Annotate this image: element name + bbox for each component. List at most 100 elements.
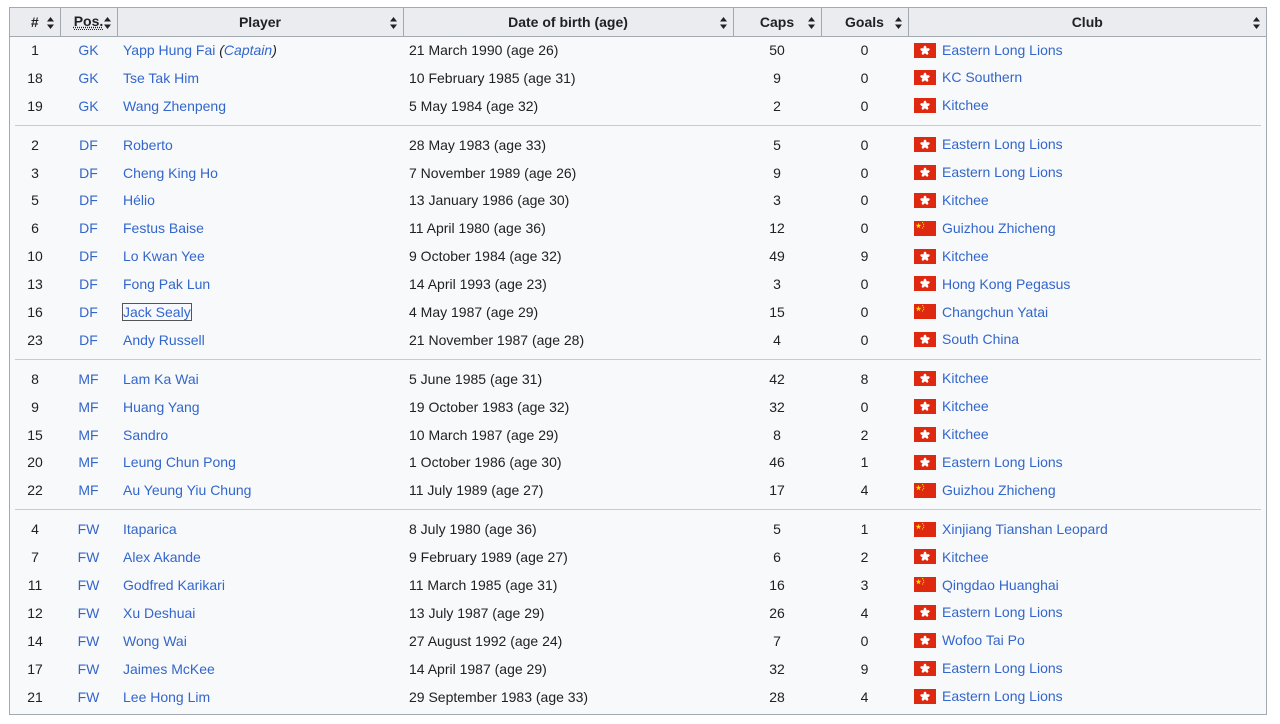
position-link[interactable]: MF [78, 370, 99, 387]
hong-kong-flag-icon[interactable] [914, 248, 936, 264]
header-position-label[interactable]: Pos. [73, 13, 104, 31]
position-link[interactable]: DF [79, 303, 98, 320]
header-goals[interactable]: Goals [821, 8, 909, 37]
club-link[interactable]: Kitchee [942, 97, 989, 114]
sort-arrows-icon[interactable] [103, 16, 111, 29]
position-link[interactable]: GK [78, 42, 99, 59]
hong-kong-flag-icon[interactable] [914, 276, 936, 292]
position-link[interactable]: FW [77, 604, 100, 621]
club-link[interactable]: Kitchee [942, 192, 989, 208]
china-flag-icon[interactable] [914, 220, 936, 236]
hong-kong-flag-icon[interactable] [914, 661, 936, 677]
position-link[interactable]: MF [78, 398, 99, 415]
sort-arrows-icon[interactable] [46, 16, 54, 29]
position-link[interactable]: DF [79, 276, 98, 293]
player-link[interactable]: Roberto [123, 136, 173, 153]
position-link[interactable]: DF [79, 136, 98, 153]
club-link[interactable]: Kitchee [942, 548, 989, 565]
sort-arrows-icon[interactable] [719, 16, 727, 29]
position-link[interactable]: GK [78, 97, 99, 114]
header-position[interactable]: Pos. [60, 8, 118, 37]
club-link[interactable]: Hong Kong Pegasus [942, 275, 1071, 292]
header-date-of-birth[interactable]: Date of birth (age) [403, 8, 734, 37]
hong-kong-flag-icon[interactable] [914, 605, 936, 621]
hong-kong-flag-icon[interactable] [914, 426, 936, 442]
club-link[interactable]: South China [942, 331, 1020, 348]
club-link[interactable]: Eastern Long Lions [942, 454, 1063, 471]
club-link[interactable]: Guizhou Zhicheng [942, 481, 1056, 498]
player-link[interactable]: Jaimes McKee [123, 660, 215, 677]
china-flag-icon[interactable] [914, 577, 936, 593]
club-link[interactable]: Changchun Yatai [942, 303, 1049, 320]
hong-kong-flag-icon[interactable] [914, 332, 936, 348]
club-link[interactable]: Kitchee [942, 398, 989, 415]
position-link[interactable]: DF [79, 164, 98, 181]
position-link[interactable]: DF [79, 192, 98, 209]
hong-kong-flag-icon[interactable] [914, 42, 936, 58]
club-link[interactable]: Eastern Long Lions [942, 604, 1063, 621]
hong-kong-flag-icon[interactable] [914, 371, 936, 387]
club-link[interactable]: Kitchee [942, 426, 989, 443]
hong-kong-flag-icon[interactable] [914, 192, 936, 208]
header-club[interactable]: Club [908, 8, 1266, 37]
hong-kong-flag-icon[interactable] [914, 549, 936, 565]
position-link[interactable]: MF [78, 482, 99, 499]
player-link[interactable]: Xu Deshuai [123, 604, 196, 621]
club-link[interactable]: Kitchee [942, 370, 989, 387]
china-flag-icon[interactable] [914, 521, 936, 537]
player-link[interactable]: Lee Hong Lim [123, 688, 211, 705]
hong-kong-flag-icon[interactable] [914, 70, 936, 86]
club-link[interactable]: KC Southern [942, 69, 1023, 86]
club-link[interactable]: Kitchee [942, 247, 989, 264]
player-link[interactable]: Jack Sealy [122, 302, 192, 321]
club-link[interactable]: Eastern Long Lions [942, 688, 1063, 705]
club-link[interactable]: Xinjiang Tianshan Leopard [942, 520, 1108, 537]
player-link[interactable]: Sandro [123, 426, 169, 443]
position-link[interactable]: FW [77, 632, 100, 649]
sort-arrows-icon[interactable] [807, 16, 815, 29]
hong-kong-flag-icon[interactable] [914, 399, 936, 415]
position-link[interactable]: DF [79, 248, 98, 265]
player-link[interactable]: Godfred Karikari [123, 576, 225, 593]
player-link[interactable]: Yapp Hung Fai [123, 42, 216, 59]
sort-arrows-icon[interactable] [389, 16, 397, 29]
hong-kong-flag-icon[interactable] [914, 137, 936, 153]
player-link[interactable]: Festus Baise [123, 220, 204, 237]
captain-link[interactable]: Captain [223, 42, 273, 59]
player-link[interactable]: Andy Russell [123, 331, 205, 348]
club-link[interactable]: Qingdao Huanghai [942, 576, 1059, 593]
position-link[interactable]: FW [77, 549, 100, 566]
hong-kong-flag-icon[interactable] [914, 98, 936, 114]
hong-kong-flag-icon[interactable] [914, 633, 936, 649]
club-link[interactable]: Eastern Long Lions [942, 136, 1063, 153]
player-link[interactable]: Hélio [123, 192, 155, 209]
china-flag-icon[interactable] [914, 482, 936, 498]
sort-arrows-icon[interactable] [894, 16, 902, 29]
position-link[interactable]: MF [78, 454, 99, 471]
hong-kong-flag-icon[interactable] [914, 454, 936, 470]
player-link[interactable]: Wong Wai [123, 632, 187, 649]
player-link[interactable]: Tse Tak Him [123, 69, 199, 86]
position-link[interactable]: FW [77, 660, 100, 677]
player-link[interactable]: Huang Yang [123, 398, 200, 415]
position-link[interactable]: FW [77, 521, 100, 538]
hong-kong-flag-icon[interactable] [914, 688, 936, 704]
club-link[interactable]: Eastern Long Lions [942, 164, 1063, 181]
hong-kong-flag-icon[interactable] [914, 164, 936, 180]
position-link[interactable]: DF [79, 220, 98, 237]
player-link[interactable]: Cheng King Ho [123, 164, 218, 181]
position-link[interactable]: GK [78, 69, 99, 86]
club-link[interactable]: Wofoo Tai Po [942, 632, 1025, 649]
header-number[interactable]: # [10, 8, 61, 37]
position-link[interactable]: FW [77, 688, 100, 705]
player-link[interactable]: Wang Zhenpeng [123, 97, 226, 114]
header-player[interactable]: Player [117, 8, 404, 37]
club-link[interactable]: Guizhou Zhicheng [942, 219, 1056, 236]
position-link[interactable]: DF [79, 331, 98, 348]
position-link[interactable]: MF [78, 426, 99, 443]
player-link[interactable]: Itaparica [123, 521, 177, 538]
player-link[interactable]: Alex Akande [123, 549, 201, 566]
sort-arrows-icon[interactable] [1253, 16, 1260, 29]
player-link[interactable]: Au Yeung Yiu Chung [123, 482, 252, 499]
club-link[interactable]: Eastern Long Lions [942, 660, 1063, 677]
